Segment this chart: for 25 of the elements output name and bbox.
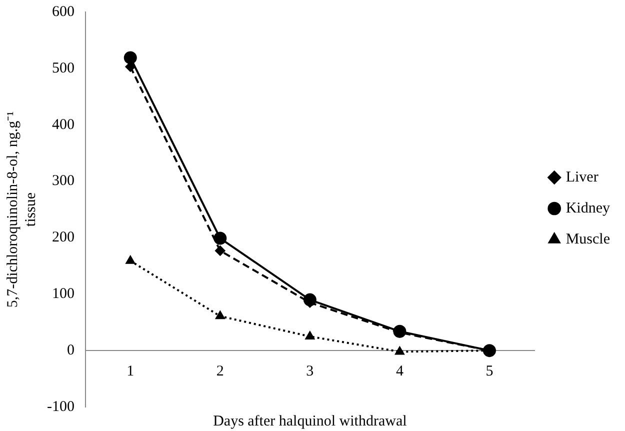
y-tick-label: 0 (66, 342, 74, 359)
x-tick-label: 4 (396, 364, 404, 380)
point (305, 331, 314, 340)
y-tick-label: 100 (52, 286, 74, 302)
x-tick-label: 3 (306, 364, 314, 380)
y-tick-label: 600 (52, 4, 74, 20)
x-tick-label: 1 (126, 364, 134, 380)
y-tick-label: -100 (46, 398, 74, 415)
y-tick-label: 300 (52, 173, 74, 190)
y-tick-label: 400 (52, 116, 74, 133)
legend-label: Liver (566, 169, 598, 186)
y-axis-title: 5,7-dichloroquinolin-8-ol, ng.g⁻¹ tissue (4, 111, 39, 308)
y-tick-label: 200 (52, 230, 74, 246)
legend-label: Muscle (566, 231, 610, 248)
point (124, 51, 137, 64)
y-tick-label: 500 (52, 60, 74, 76)
point (216, 311, 225, 320)
x-axis-title: Days after halquinol withdrawal (213, 413, 407, 430)
legend-label: Kidney (566, 200, 610, 216)
point (126, 256, 135, 264)
point (395, 346, 404, 355)
point (215, 246, 226, 256)
x-tick-label: 5 (486, 364, 494, 380)
point (214, 232, 227, 245)
x-tick-label: 2 (216, 364, 224, 380)
